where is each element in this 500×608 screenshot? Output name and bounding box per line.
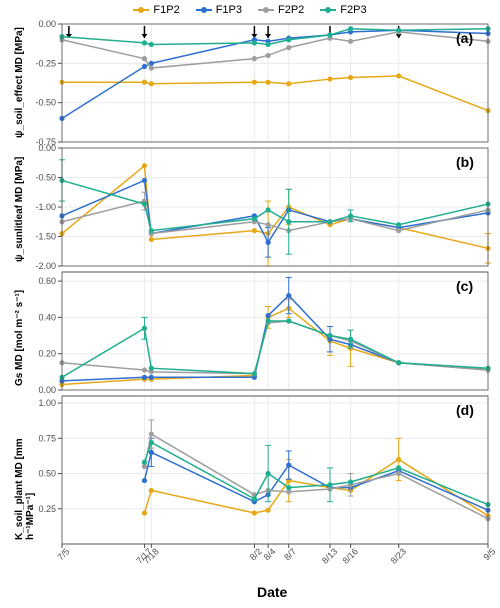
- svg-text:-0.50: -0.50: [35, 98, 56, 108]
- svg-text:0.75: 0.75: [38, 433, 56, 443]
- panel-label: (a): [456, 30, 473, 46]
- svg-text:0.00: 0.00: [38, 385, 56, 395]
- svg-text:0.20: 0.20: [38, 349, 56, 359]
- panel-label: (d): [456, 402, 474, 418]
- svg-text:0.00: 0.00: [38, 143, 56, 153]
- panel-label: (c): [456, 278, 473, 294]
- legend-item: F2P3: [320, 4, 366, 16]
- svg-text:0.00: 0.00: [38, 19, 56, 29]
- y-axis-label: K_soil_plant MD [mm h⁻¹MPa⁻¹]: [14, 392, 36, 540]
- svg-text:-1.50: -1.50: [35, 232, 56, 242]
- svg-text:8/7: 8/7: [282, 546, 298, 562]
- y-axis-label: ψ_soil_effect MD [MPa]: [14, 20, 25, 138]
- legend-item: F1P3: [196, 4, 242, 16]
- x-axis-label: Date: [257, 584, 287, 600]
- svg-text:-2.00: -2.00: [35, 261, 56, 271]
- legend-item: F1P2: [133, 4, 179, 16]
- y-axis-label: Gs MD [mol m⁻² s⁻¹]: [14, 268, 25, 386]
- legend: F1P2 F1P3 F2P2 F2P3: [0, 2, 500, 16]
- chart-svg: -0.75-0.50-0.250.00-2.00-1.50-1.00-0.500…: [0, 0, 500, 608]
- y-axis-label: ψ_sunlitleaf MD [MPa]: [14, 144, 25, 262]
- svg-text:8/4: 8/4: [262, 546, 278, 562]
- svg-text:1.00: 1.00: [38, 398, 56, 408]
- svg-text:0.60: 0.60: [38, 276, 56, 286]
- svg-text:-0.50: -0.50: [35, 173, 56, 183]
- svg-text:9/5: 9/5: [481, 546, 497, 562]
- svg-text:7/5: 7/5: [55, 546, 71, 562]
- svg-text:0.50: 0.50: [38, 469, 56, 479]
- legend-item: F2P2: [258, 4, 304, 16]
- svg-text:8/23: 8/23: [389, 546, 408, 565]
- svg-text:8/13: 8/13: [320, 546, 339, 565]
- svg-text:0.40: 0.40: [38, 312, 56, 322]
- panel-label: (b): [456, 154, 474, 170]
- svg-text:-1.00: -1.00: [35, 202, 56, 212]
- svg-text:8/16: 8/16: [341, 546, 360, 565]
- svg-text:-0.25: -0.25: [35, 58, 56, 68]
- svg-text:0.25: 0.25: [38, 504, 56, 514]
